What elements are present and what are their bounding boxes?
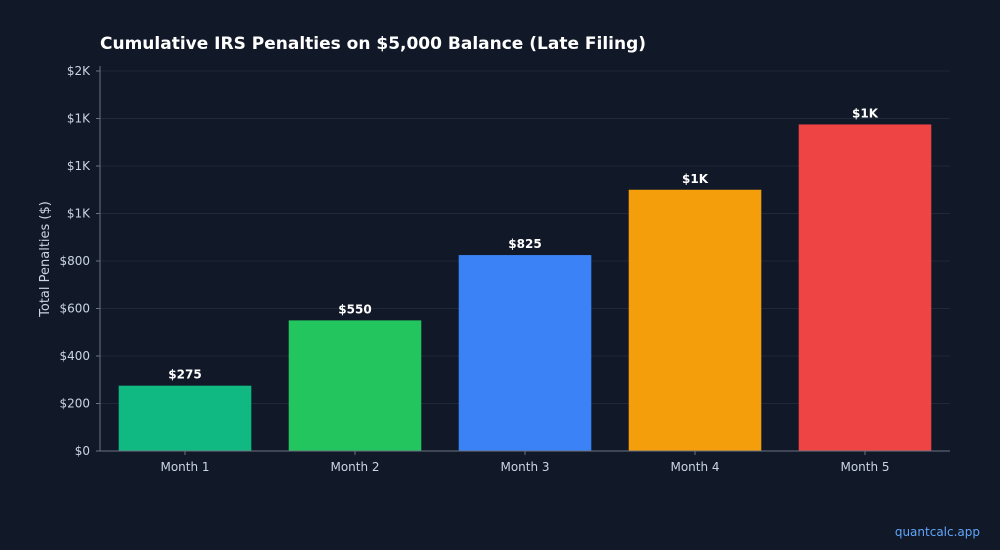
bar xyxy=(628,189,762,451)
data-label: $275 xyxy=(168,368,201,382)
y-tick-label: $2K xyxy=(67,64,91,78)
data-label: $550 xyxy=(338,302,371,316)
x-tick-label: Month 2 xyxy=(330,460,379,474)
y-tick-label: $600 xyxy=(59,302,90,316)
y-tick-label: $400 xyxy=(59,349,90,363)
chart-title: Cumulative IRS Penalties on $5,000 Balan… xyxy=(100,34,646,54)
y-tick-label: $800 xyxy=(59,254,90,268)
bar xyxy=(288,320,422,451)
watermark-link[interactable]: quantcalc.app xyxy=(894,525,980,539)
bar xyxy=(798,124,932,451)
y-tick-label: $0 xyxy=(75,444,90,458)
x-tick-label: Month 5 xyxy=(840,460,889,474)
bars xyxy=(118,124,932,451)
y-tick-label: $200 xyxy=(59,397,90,411)
y-axis-label: Total Penalties ($) xyxy=(38,201,53,318)
y-tick-label: $1K xyxy=(67,112,91,126)
x-tick-label: Month 1 xyxy=(160,460,209,474)
x-tick-label: Month 4 xyxy=(670,460,719,474)
data-label: $825 xyxy=(508,237,541,251)
y-tick-label: $1K xyxy=(67,159,91,173)
bar xyxy=(118,385,252,451)
data-label: $1K xyxy=(682,172,709,186)
labels: $0 $200 $400 $600 $800 $1K $1K $1K $2K $275 Month … xyxy=(59,64,889,474)
bar xyxy=(458,255,592,451)
y-tick-label: $1K xyxy=(67,207,91,221)
data-label: $1K xyxy=(852,106,879,120)
axes xyxy=(96,66,950,455)
x-tick-label: Month 3 xyxy=(500,460,549,474)
